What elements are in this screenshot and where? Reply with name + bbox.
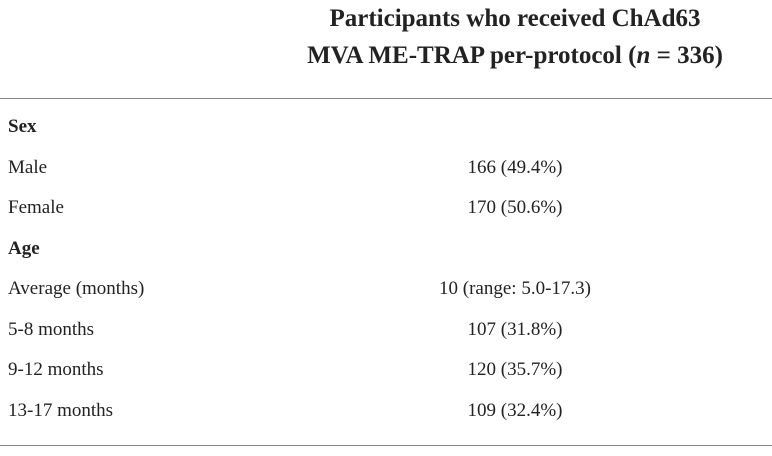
- section-label: Age: [8, 237, 40, 259]
- header-italic: n: [636, 42, 651, 69]
- row-value: 166 (49.4%): [467, 156, 563, 178]
- header-rule: [0, 98, 772, 99]
- bottom-rule: [0, 445, 772, 446]
- column-header: MVA ME-TRAP per-protocol (n = 336): [260, 41, 770, 71]
- row-value: 10 (range: 5.0-17.3): [439, 278, 591, 299]
- row-value: 170 (50.6%): [467, 197, 563, 218]
- row-label: 13-17 months: [8, 399, 114, 421]
- row-label: 5-8 months: [8, 318, 95, 340]
- row-value: 120 (35.7%): [467, 359, 563, 380]
- row-value: 109 (32.4%): [467, 399, 563, 421]
- header-text: MVA ME-TRAP per-protocol (: [307, 42, 637, 69]
- row-label: Female: [8, 197, 64, 218]
- row-value: 107 (31.8%): [467, 318, 563, 340]
- header-text: = 336): [650, 42, 723, 69]
- section-label: Sex: [8, 116, 37, 137]
- row-label: Male: [8, 156, 48, 178]
- row-label: 9-12 months: [8, 359, 104, 380]
- row-label: Average (months): [8, 278, 145, 299]
- column-header: Participants who received ChAd63: [329, 5, 701, 32]
